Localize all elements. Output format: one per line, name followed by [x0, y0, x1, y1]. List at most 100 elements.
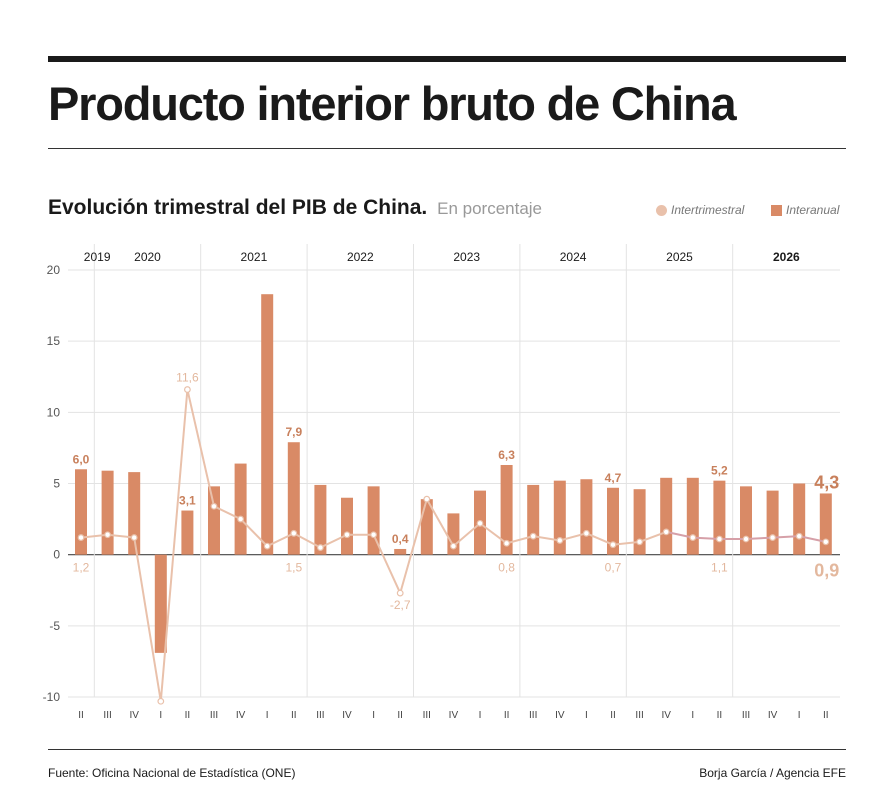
line-point: [423, 495, 431, 503]
line-point: [636, 538, 643, 546]
x-tick-label: I: [159, 710, 162, 721]
bar: [341, 497, 353, 555]
x-tick-label: III: [103, 710, 111, 721]
line-point: [769, 534, 776, 541]
bar: [527, 484, 540, 555]
line-data-label: 1,2: [73, 561, 90, 575]
bar: [633, 489, 646, 555]
line-point: [104, 531, 111, 539]
line-data-label: 0,7: [605, 561, 622, 575]
line-point: [317, 544, 324, 551]
year-label: 2021: [241, 250, 268, 264]
line-point: [370, 531, 378, 539]
x-tick-label: II: [610, 710, 616, 721]
bar: [75, 469, 87, 555]
bar: [181, 510, 194, 555]
x-tick-label: IV: [661, 710, 671, 721]
x-tick-label: II: [717, 710, 723, 721]
x-tick-label: III: [742, 710, 750, 721]
bar: [686, 477, 699, 555]
bar: [261, 294, 274, 555]
bar: [154, 554, 167, 653]
x-tick-label: IV: [129, 710, 139, 721]
x-tick-label: III: [529, 710, 537, 721]
x-tick-label: III: [635, 710, 643, 721]
x-tick-label: I: [691, 710, 694, 721]
year-label: 2025: [666, 250, 693, 264]
bar: [101, 470, 114, 555]
line-point: [130, 534, 138, 541]
line-point: [157, 697, 165, 705]
line-point: [662, 528, 670, 536]
x-tick-label: I: [479, 710, 482, 721]
line-data-label: 1,1: [711, 561, 728, 575]
y-tick-label: 0: [53, 548, 60, 562]
page-title: Producto interior bruto de China: [48, 77, 737, 130]
bar-data-label: 7,9: [285, 425, 302, 439]
line-point: [795, 532, 803, 540]
line-data-label: 0,8: [498, 561, 515, 575]
x-tick-label: IV: [768, 710, 778, 721]
line-data-label: 11,6: [176, 371, 199, 385]
bar: [793, 483, 806, 555]
year-label: 2019: [84, 250, 111, 264]
bar-data-label: 6,3: [498, 448, 515, 462]
x-tick-label: II: [185, 710, 191, 721]
line-point: [503, 539, 511, 547]
bar: [580, 479, 593, 555]
y-tick-label: 10: [47, 405, 61, 419]
footer-rule: [48, 749, 846, 750]
x-tick-label: IV: [236, 710, 246, 721]
x-tick-label: II: [823, 710, 829, 721]
line-point: [343, 531, 351, 539]
bar: [394, 548, 407, 555]
line-data-label: 0,9: [814, 561, 839, 581]
line-point: [529, 532, 537, 540]
bar: [713, 480, 726, 555]
x-tick-label: II: [291, 710, 297, 721]
credit-text: Borja García / Agencia EFE: [699, 766, 846, 780]
year-label: 2020: [134, 250, 161, 264]
x-tick-label: IV: [342, 710, 352, 721]
x-tick-label: IV: [555, 710, 565, 721]
line-point: [583, 529, 590, 537]
top-rule: [48, 56, 846, 62]
legend-line: Intertrimestral: [656, 203, 744, 217]
x-tick-label: III: [423, 710, 431, 721]
year-label: 2023: [453, 250, 480, 264]
bar: [819, 493, 832, 555]
bar: [367, 486, 380, 555]
bar: [766, 490, 779, 555]
x-tick-label: III: [210, 710, 218, 721]
y-tick-label: 5: [53, 477, 60, 491]
x-tick-label: II: [78, 710, 84, 721]
y-tick-label: 15: [47, 334, 61, 348]
year-label: 2024: [560, 250, 587, 264]
year-label: 2026: [773, 250, 800, 264]
bar: [234, 463, 247, 555]
legend-line-label: Intertrimestral: [671, 203, 745, 217]
line-point: [716, 535, 723, 543]
line-point: [476, 519, 484, 527]
bar: [500, 464, 513, 555]
line-data-label: -2,7: [390, 598, 411, 612]
y-tick-label: -10: [43, 690, 61, 704]
line-point: [290, 529, 298, 537]
line-data-label: 1,5: [285, 561, 302, 575]
chart-subtitle: Evolución trimestral del PIB de China. E…: [48, 196, 542, 220]
bar: [314, 484, 327, 555]
bar: [607, 487, 619, 555]
line-point: [742, 535, 750, 543]
legend-line-swatch: [656, 204, 667, 216]
bar: [660, 477, 673, 555]
line-point: [237, 515, 245, 523]
bar-data-label: 0,4: [392, 532, 409, 546]
legend-bar-label: Interanual: [786, 203, 840, 217]
line-point: [210, 502, 218, 510]
x-tick-label: IV: [449, 710, 459, 721]
line-point: [263, 542, 271, 550]
x-tick-label: III: [316, 710, 324, 721]
x-tick-label: I: [266, 710, 269, 721]
line-point: [556, 537, 564, 544]
line-point: [609, 541, 617, 549]
